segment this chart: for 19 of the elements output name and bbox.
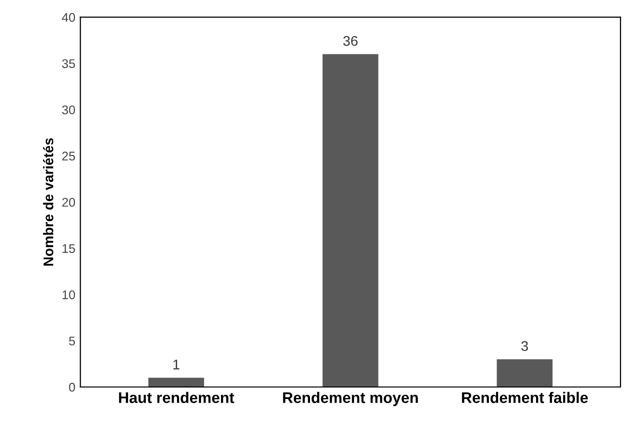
data-label: 3 bbox=[521, 341, 528, 351]
y-tick-label: 5 bbox=[69, 336, 75, 346]
y-axis-title: Nombre de variétés bbox=[42, 138, 54, 266]
y-tick-label: 20 bbox=[62, 198, 76, 207]
bar bbox=[148, 378, 204, 387]
y-tick-label: 40 bbox=[62, 13, 76, 22]
bar bbox=[496, 359, 553, 387]
x-tick-label: Rendement moyen bbox=[283, 392, 418, 406]
data-label: 1 bbox=[173, 360, 180, 370]
y-tick-label: 25 bbox=[62, 152, 75, 161]
data-label: 36 bbox=[343, 36, 358, 46]
y-tick-label: 0 bbox=[69, 382, 76, 392]
y-tick-label: 10 bbox=[62, 290, 76, 300]
y-tick-label: 15 bbox=[62, 244, 75, 253]
x-tick-label: Haut rendement bbox=[119, 392, 234, 404]
bar bbox=[322, 54, 378, 387]
x-tick-label: Rendement faible bbox=[462, 392, 588, 404]
y-tick-label: 30 bbox=[62, 105, 76, 114]
y-tick-label: 35 bbox=[62, 59, 75, 68]
